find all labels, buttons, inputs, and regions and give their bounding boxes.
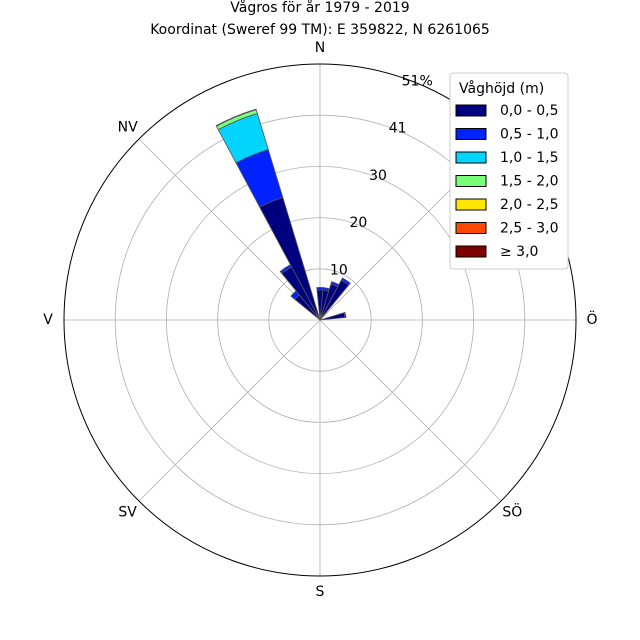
direction-label: SÖ bbox=[502, 502, 522, 520]
legend-label: ≥ 3,0 bbox=[500, 244, 538, 260]
legend-swatch bbox=[455, 151, 487, 164]
legend-swatch bbox=[455, 128, 487, 140]
legend-label: 2,0 - 2,5 bbox=[500, 197, 558, 213]
direction-label: Ö bbox=[586, 310, 597, 328]
direction-label: S bbox=[316, 584, 325, 600]
radial-tick-label: 10 bbox=[330, 263, 348, 279]
legend-label: 2,5 - 3,0 bbox=[500, 221, 558, 237]
legend-title: Våghöjd (m) bbox=[459, 80, 544, 97]
legend-label: 1,5 - 2,0 bbox=[500, 174, 558, 190]
legend-label: 1,0 - 1,5 bbox=[500, 150, 558, 166]
polar-frame bbox=[63, 63, 577, 577]
grid-spoke bbox=[138, 319, 321, 502]
grid-spoke bbox=[319, 319, 502, 502]
direction-label: NV bbox=[118, 120, 138, 136]
direction-label: V bbox=[43, 312, 53, 328]
radial-tick-label: 20 bbox=[350, 215, 368, 231]
grid-circle bbox=[165, 165, 475, 475]
rose-bar-segment bbox=[316, 286, 324, 291]
legend-swatch bbox=[455, 104, 487, 117]
legend-label: 0,5 - 1,0 bbox=[500, 127, 558, 143]
grid-circle bbox=[114, 114, 526, 526]
legend-swatch bbox=[455, 245, 487, 258]
grid-circle bbox=[217, 217, 423, 423]
polar-plot-area: NNOÖSÖSSVVNV1020304151% bbox=[43, 40, 597, 600]
legend-box bbox=[449, 72, 569, 270]
rose-bar-segment bbox=[215, 108, 257, 127]
radial-tick-label: 41 bbox=[389, 121, 407, 137]
rose-bar-segment bbox=[343, 311, 347, 318]
direction-label: SV bbox=[118, 504, 137, 520]
legend: Våghöjd (m) 0,0 - 0,5 0,5 - 1,0 1,0 - 1,5 1… bbox=[449, 72, 569, 270]
chart-subtitle: Koordinat (Sweref 99 TM): E 359822, N 62… bbox=[150, 22, 490, 38]
grid-spoke bbox=[138, 138, 321, 321]
radial-tick-label: 30 bbox=[369, 168, 387, 184]
legend-label: 0,0 - 0,5 bbox=[500, 103, 558, 119]
rose-bar-segment bbox=[259, 197, 321, 321]
grid-circle bbox=[268, 268, 372, 372]
rose-bar-segment bbox=[340, 277, 351, 286]
rose-bar-segment bbox=[279, 264, 293, 275]
legend-swatch bbox=[455, 198, 487, 211]
legend-swatch bbox=[455, 175, 487, 187]
radial-tick-label: 51% bbox=[402, 73, 433, 89]
direction-label: N bbox=[315, 40, 325, 56]
chart-title: Vågros för år 1979 - 2019 bbox=[230, 0, 409, 16]
legend-swatch bbox=[455, 222, 487, 234]
